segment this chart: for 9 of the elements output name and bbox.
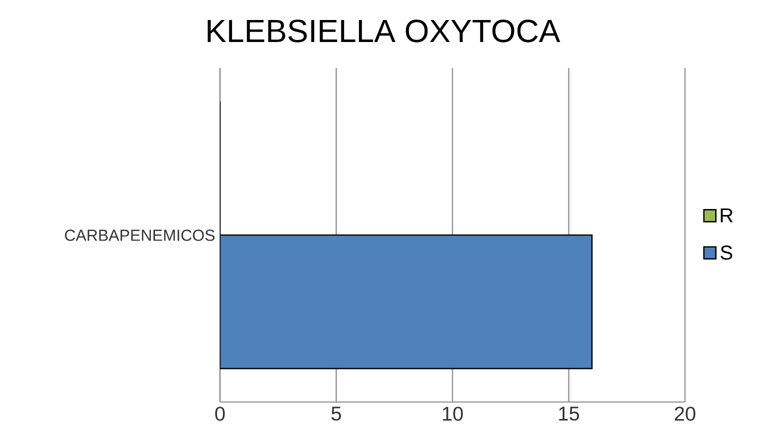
x-tick-label: 0 [215,406,225,421]
x-tick-label: 20 [674,406,696,421]
chart-title: KLEBSIELLA OXYTOCA [208,20,560,42]
legend-label: R [720,208,733,222]
legend-label: S [720,246,732,260]
x-tick-label: 10 [442,406,463,421]
x-tick-label: 5 [331,406,341,421]
x-tick-label: 15 [559,406,580,421]
y-tick-label: CARBAPENEMICOS [64,230,215,241]
